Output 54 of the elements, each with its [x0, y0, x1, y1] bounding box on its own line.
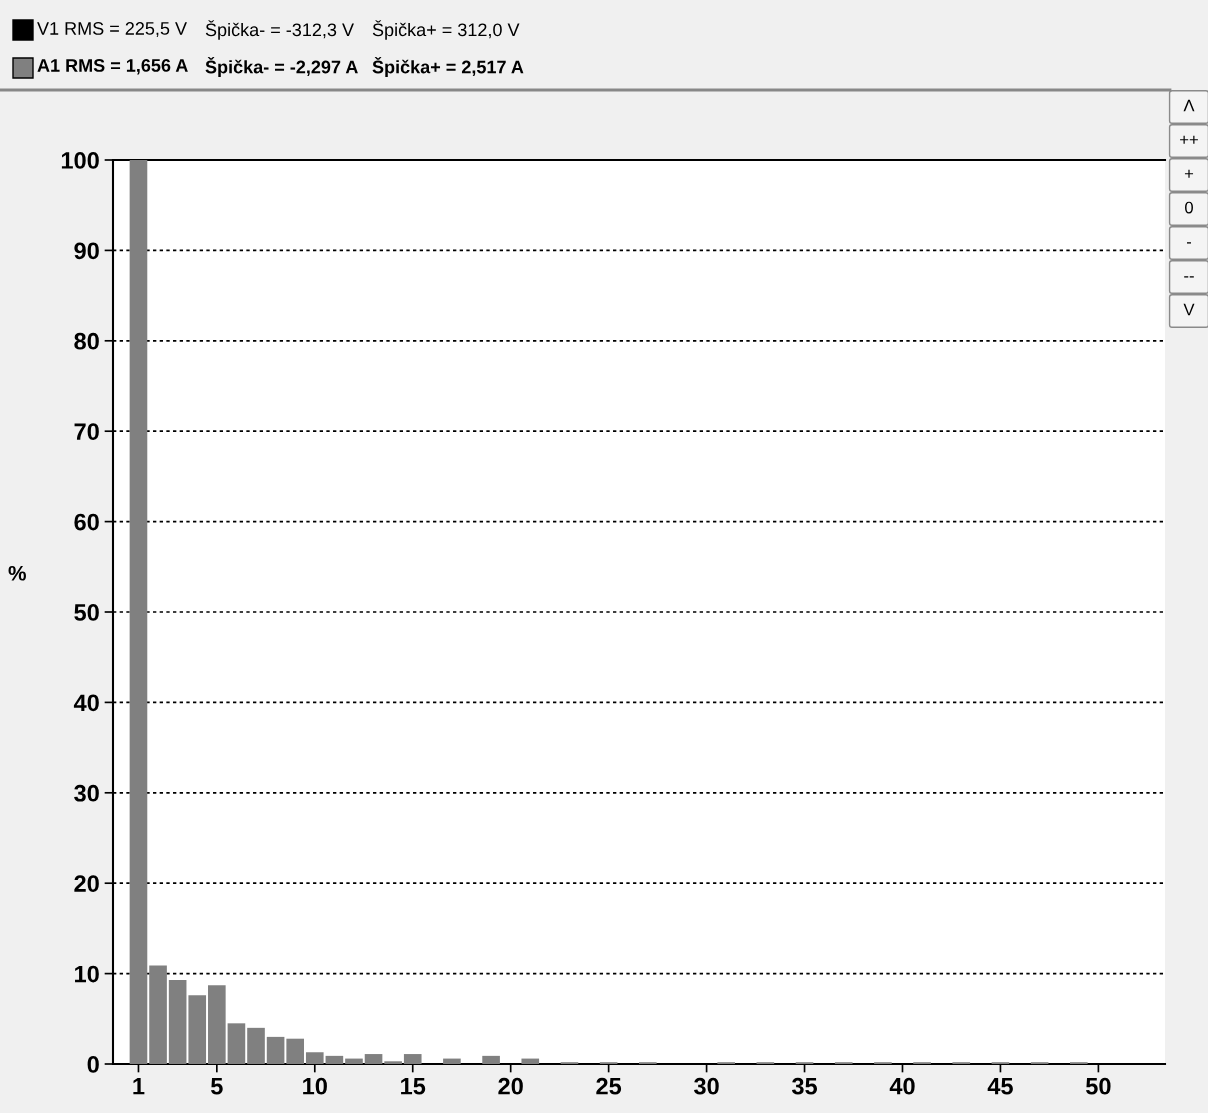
x-tick-label: 5 [210, 1078, 223, 1095]
bar [266, 1036, 285, 1064]
bar [384, 1061, 402, 1064]
text: V [1183, 303, 1195, 316]
x-tick-label: 20 [498, 1077, 523, 1095]
y-tick-label: 0 [87, 1056, 99, 1073]
bar [325, 1055, 344, 1064]
text: ++ [1180, 135, 1198, 144]
y-tick-label: 70 [74, 423, 99, 440]
x-tick-label: 35 [791, 1077, 818, 1095]
bar [129, 160, 148, 1064]
bar [168, 979, 187, 1064]
bar [482, 1055, 500, 1064]
text: - [1186, 242, 1192, 244]
bar [149, 965, 167, 1064]
x-tick-label: 10 [303, 1077, 327, 1095]
text: Špička+ = 2,517 A [372, 57, 524, 77]
bar [345, 1058, 363, 1064]
y-tick-label: 60 [74, 513, 99, 531]
x-tick-label: 45 [987, 1078, 1013, 1095]
text: Špička- = -312,3 V [205, 20, 354, 40]
y-tick-label: 30 [74, 784, 99, 802]
text: Špička+ = 312,0 V [372, 20, 520, 40]
y-tick-label: 90 [74, 242, 99, 260]
bar [443, 1058, 461, 1064]
x-tick-label: 1 [133, 1078, 145, 1095]
bar [208, 985, 226, 1064]
y-axis-title: % [8, 565, 26, 581]
text: V1 RMS = 225,5 V [37, 22, 187, 37]
x-tick-label: 50 [1085, 1077, 1111, 1095]
y-tick-label: 50 [74, 604, 99, 621]
bar [286, 1038, 305, 1064]
y-tick-label: 40 [73, 694, 99, 712]
bar [521, 1058, 540, 1064]
text: Λ [1183, 99, 1195, 112]
bar [227, 1023, 246, 1064]
bar [305, 1052, 324, 1064]
bar [247, 1027, 265, 1064]
bar [364, 1054, 383, 1064]
x-tick-label: 15 [401, 1078, 426, 1095]
y-tick-label: 10 [75, 965, 99, 983]
y-tick-label: 100 [61, 152, 99, 169]
text: -- [1184, 276, 1194, 278]
text: + [1184, 169, 1194, 178]
y-tick-label: 80 [74, 332, 99, 350]
x-tick-label: 30 [694, 1077, 719, 1095]
bar [403, 1054, 422, 1064]
y-tick-label: 20 [74, 875, 99, 892]
text: A1 RMS = 1,656 A [37, 59, 188, 75]
text: Špička- = -2,297 A [205, 57, 358, 77]
x-tick-label: 40 [889, 1077, 915, 1095]
x-tick-label: 25 [596, 1077, 622, 1095]
bar [188, 995, 207, 1064]
text: 0 [1185, 201, 1193, 214]
